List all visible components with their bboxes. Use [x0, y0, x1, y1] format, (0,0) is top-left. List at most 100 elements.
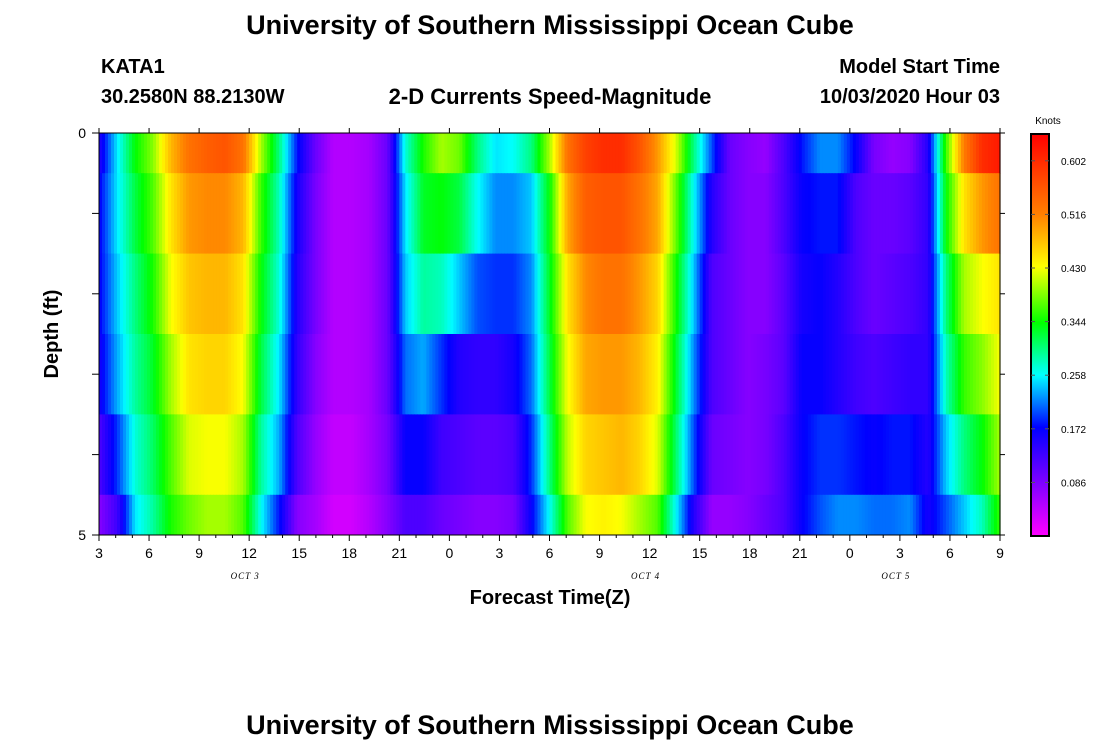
heatmap-cell — [468, 133, 473, 174]
heatmap-cell — [888, 494, 893, 536]
heatmap-cell — [99, 494, 103, 536]
heatmap-cell — [997, 253, 1001, 335]
heatmap-cell — [906, 494, 911, 536]
heatmap-cell — [897, 253, 902, 335]
heatmap-cell — [186, 494, 190, 536]
heatmap-cell — [957, 414, 962, 496]
heatmap-cell — [693, 494, 698, 536]
heatmap-cell — [159, 494, 163, 536]
heatmap-cell — [390, 494, 394, 536]
model-start-label: Model Start Time — [839, 56, 1000, 78]
heatmap-cell — [381, 414, 385, 496]
heatmap-cell — [144, 334, 148, 415]
heatmap-cell — [309, 494, 313, 536]
heatmap-cell — [582, 173, 587, 255]
heatmap-cell — [675, 494, 680, 536]
heatmap-cell — [483, 494, 488, 536]
heatmap-cell — [120, 334, 124, 415]
heatmap-cell — [843, 334, 848, 415]
heatmap-cell — [378, 133, 382, 174]
heatmap-cell — [921, 253, 926, 335]
heatmap-cell — [930, 173, 935, 255]
heatmap-cell — [270, 334, 274, 415]
heatmap-cell — [540, 173, 545, 255]
heatmap-cell — [249, 494, 253, 536]
heatmap-cell — [687, 334, 692, 415]
heatmap-cell — [849, 133, 854, 174]
heatmap-cell — [510, 133, 515, 174]
heatmap-cell — [906, 133, 911, 174]
heatmap-cell — [795, 414, 800, 496]
heatmap-cell — [513, 414, 518, 496]
heatmap-cell — [297, 253, 301, 335]
heatmap-cell — [270, 414, 274, 496]
heatmap-cell — [582, 253, 587, 335]
heatmap-cell — [486, 173, 491, 255]
heatmap-cell — [210, 173, 214, 255]
heatmap-cell — [690, 253, 695, 335]
heatmap-cell — [591, 173, 596, 255]
heatmap-cell — [636, 494, 641, 536]
heatmap-cell — [585, 253, 590, 335]
colorbar-tick-label: 0.602 — [1061, 157, 1086, 168]
heatmap-cell — [126, 133, 130, 174]
heatmap-cell — [489, 494, 494, 536]
heatmap-cell — [366, 173, 370, 255]
date-label: OCT 4 — [631, 571, 660, 581]
heatmap-cell — [972, 173, 977, 255]
heatmap-cell — [393, 494, 397, 536]
heatmap-cell — [885, 494, 890, 536]
heatmap-cell — [135, 494, 139, 536]
heatmap-cell — [489, 133, 494, 174]
heatmap-cell — [474, 494, 479, 536]
heatmap-cell — [489, 334, 494, 415]
heatmap-cell — [276, 173, 280, 255]
heatmap-cell — [525, 414, 530, 496]
heatmap-cell — [342, 494, 346, 536]
heatmap-cell — [114, 414, 118, 496]
heatmap-cell — [576, 414, 581, 496]
heatmap-cell — [846, 133, 851, 174]
heatmap-cell — [375, 414, 379, 496]
heatmap-cell — [903, 133, 908, 174]
heatmap-cell — [159, 414, 163, 496]
heatmap-cell — [648, 253, 653, 335]
heatmap-cell — [558, 494, 563, 536]
heatmap-cell — [720, 253, 725, 335]
heatmap-cell — [942, 253, 947, 335]
heatmap-cell — [997, 133, 1001, 174]
heatmap-cell — [477, 494, 482, 536]
heatmap-cell — [768, 334, 773, 415]
heatmap-cell — [840, 133, 845, 174]
heatmap-cell — [669, 133, 674, 174]
heatmap-cell — [336, 414, 340, 496]
heatmap-cell — [831, 494, 836, 536]
heatmap-cell — [105, 494, 109, 536]
page-title: University of Southern Mississippi Ocean… — [246, 10, 854, 40]
heatmap-cell — [987, 133, 992, 174]
heatmap-cell — [747, 253, 752, 335]
heatmap-cell — [324, 253, 328, 335]
heatmap-cell — [870, 494, 875, 536]
heatmap-cell — [927, 334, 932, 415]
heatmap-cell — [471, 414, 476, 496]
heatmap-cell — [282, 133, 286, 174]
heatmap-cell — [399, 494, 403, 536]
heatmap-cell — [132, 133, 136, 174]
heatmap-cell — [138, 253, 142, 335]
heatmap-cell — [924, 334, 929, 415]
heatmap-cell — [177, 414, 181, 496]
heatmap-cell — [345, 173, 349, 255]
heatmap-cell — [597, 334, 602, 415]
heatmap-cell — [876, 494, 881, 536]
heatmap-cell — [726, 494, 731, 536]
heatmap-cell — [954, 334, 959, 415]
heatmap-cell — [753, 253, 758, 335]
x-tick-label: 12 — [241, 545, 257, 561]
heatmap-cell — [459, 334, 463, 415]
heatmap-cell — [678, 253, 683, 335]
heatmap-cell — [639, 133, 644, 174]
heatmap-cell — [354, 494, 358, 536]
heatmap-cell — [222, 414, 226, 496]
